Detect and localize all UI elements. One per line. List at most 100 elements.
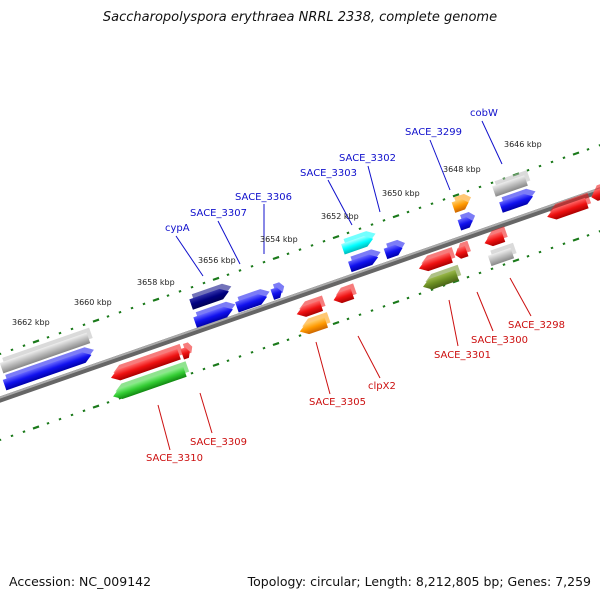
upper-tick	[550, 160, 554, 164]
gene-red-3305a[interactable]	[294, 295, 327, 319]
gene-label-SACE_3306[interactable]: SACE_3306	[235, 192, 292, 203]
lower-tick	[46, 421, 50, 425]
leader-line	[199, 392, 213, 434]
gene-gray-left[interactable]	[0, 327, 94, 374]
leader-line	[157, 404, 171, 451]
upper-tick	[598, 144, 600, 147]
upper-tick	[130, 306, 134, 310]
leader-line	[175, 235, 204, 277]
upper-tick	[358, 227, 362, 231]
gene-features	[0, 170, 600, 401]
gene-blue-small[interactable]	[269, 281, 287, 300]
upper-tick	[452, 193, 460, 198]
lower-tick	[490, 267, 494, 271]
gene-label-cypA[interactable]: cypA	[165, 223, 190, 234]
lower-tick	[430, 288, 434, 292]
gene-label-SACE_3302[interactable]: SACE_3302	[339, 153, 396, 164]
upper-tick	[178, 290, 182, 293]
upper-tick	[106, 315, 110, 318]
lower-tick	[298, 334, 302, 337]
lower-tick	[370, 309, 374, 312]
gene-SACE_3302[interactable]	[347, 247, 384, 273]
genome-title: Saccharopolyspora erythraea NRRL 2338, c…	[102, 10, 498, 25]
upper-tick	[286, 252, 290, 256]
gene-label-SACE_3309[interactable]: SACE_3309	[190, 437, 247, 448]
gene-SACE_3303[interactable]	[340, 228, 379, 255]
gene-SACE_3305[interactable]	[297, 312, 332, 337]
upper-tick	[272, 255, 280, 261]
lower-tick	[226, 359, 230, 362]
gene-red-edge[interactable]	[588, 182, 600, 202]
position-label-3660: 3660 kbp	[74, 298, 112, 307]
upper-tick	[478, 185, 482, 189]
gene-label-SACE_3300[interactable]: SACE_3300	[471, 335, 528, 346]
upper-tick	[142, 302, 146, 306]
gene-red-3305b[interactable]	[330, 283, 358, 305]
gene-label-SACE_3299[interactable]: SACE_3299	[405, 127, 462, 138]
upper-tick	[82, 323, 86, 327]
lower-tick	[392, 300, 400, 305]
lower-tick	[82, 409, 86, 413]
lower-tick	[58, 417, 62, 421]
leader-line	[448, 299, 459, 347]
upper-tick	[46, 335, 50, 339]
gene-label-cobW[interactable]: cobW	[470, 108, 498, 119]
gene-cypA[interactable]	[188, 281, 234, 310]
upper-tick	[0, 352, 2, 356]
gene-SACE_3301[interactable]	[420, 264, 463, 292]
gene-SACE_3298[interactable]	[487, 242, 518, 267]
gene-blue-3307[interactable]	[192, 299, 238, 328]
gene-label-clpX2[interactable]: clpX2	[368, 381, 396, 392]
leader-line	[367, 165, 381, 213]
gene-SACE_3300[interactable]	[481, 226, 509, 248]
gene-blue-cobW[interactable]	[498, 186, 539, 213]
gene-SACE_3299[interactable]	[450, 192, 474, 213]
lower-tick	[382, 305, 386, 308]
gene-label-SACE_3305[interactable]: SACE_3305	[309, 397, 366, 408]
lower-tick	[502, 263, 506, 266]
gene-cobW[interactable]	[491, 170, 532, 197]
upper-tick	[262, 260, 266, 264]
upper-tick	[322, 239, 326, 243]
gene-red-right[interactable]	[544, 192, 592, 222]
upper-tick	[586, 148, 590, 151]
upper-tick	[58, 331, 62, 335]
lower-tick	[478, 271, 482, 275]
lower-tick	[202, 367, 206, 371]
leader-line	[509, 277, 532, 317]
lower-tick	[190, 371, 194, 375]
gene-SACE_3301-red[interactable]	[416, 247, 457, 274]
lower-tick	[10, 434, 14, 438]
lower-tick	[272, 341, 280, 347]
lower-tick	[250, 350, 254, 354]
lower-tick	[32, 425, 40, 430]
gene-SACE_3310[interactable]	[110, 361, 190, 401]
upper-tick	[382, 219, 386, 222]
gene-SACE_3309[interactable]	[108, 343, 185, 383]
upper-tick	[152, 297, 160, 302]
upper-tick	[92, 318, 100, 323]
gene-red-small-1[interactable]	[179, 341, 195, 360]
upper-tick	[332, 234, 340, 240]
gene-blue-left[interactable]	[1, 345, 97, 391]
gene-blue-3299[interactable]	[456, 210, 478, 231]
upper-tick	[250, 264, 254, 268]
lower-tick	[286, 338, 290, 342]
lower-tick	[572, 237, 580, 242]
lower-tick	[538, 250, 542, 254]
gene-label-SACE_3298[interactable]: SACE_3298	[508, 320, 565, 331]
gene-label-SACE_3301[interactable]: SACE_3301	[434, 350, 491, 361]
upper-tick	[212, 276, 220, 281]
gene-SACE_3306[interactable]	[234, 286, 273, 313]
lower-tick	[0, 438, 2, 442]
upper-tick	[418, 206, 422, 210]
gene-label-SACE_3307[interactable]: SACE_3307	[190, 208, 247, 219]
gene-label-SACE_3303[interactable]: SACE_3303	[300, 168, 357, 179]
gene-blue-3302b[interactable]	[382, 238, 408, 260]
upper-tick	[392, 214, 400, 219]
lower-tick	[358, 313, 362, 317]
upper-tick	[298, 248, 302, 251]
gene-label-SACE_3310[interactable]: SACE_3310	[146, 453, 203, 464]
lower-tick	[562, 242, 566, 246]
gene-red-small-2[interactable]	[452, 240, 472, 260]
